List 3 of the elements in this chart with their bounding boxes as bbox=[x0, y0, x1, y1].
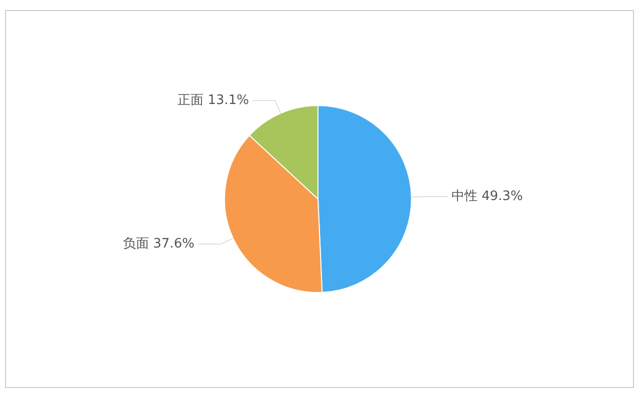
slice-label: 负面 37.6% bbox=[123, 236, 194, 252]
slice-label: 正面 13.1% bbox=[178, 92, 249, 108]
slice-label: 中性 49.3% bbox=[451, 189, 523, 204]
